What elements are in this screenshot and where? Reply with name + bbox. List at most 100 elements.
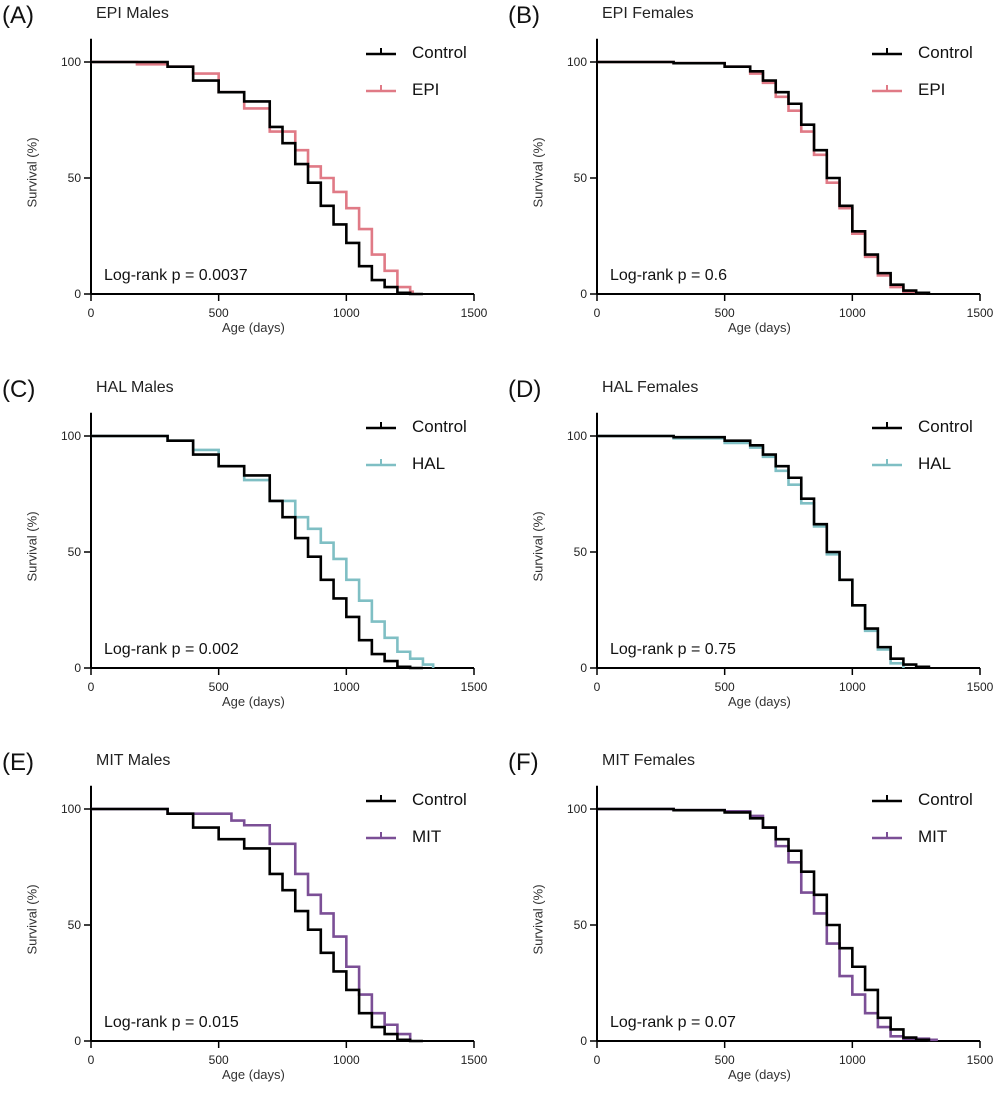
- survival-panel: 0 500 1000 1500 0 50 100 Control EPI (A) EPI Males…: [0, 0, 494, 370]
- y-tick-label: 50: [574, 545, 588, 559]
- panel-title: EPI Females: [602, 5, 694, 22]
- x-tick-label: 1000: [333, 680, 360, 694]
- y-axis-label: Survival (%): [530, 884, 546, 955]
- x-tick-label: 1000: [839, 1053, 866, 1067]
- y-axis-label: Survival (%): [24, 137, 40, 208]
- log-rank-annotation: Log-rank p = 0.6: [610, 267, 727, 284]
- y-tick-label: 0: [74, 1034, 81, 1048]
- x-tick-label: 0: [594, 1053, 601, 1067]
- y-tick-label: 0: [74, 661, 81, 675]
- y-axis-label: Survival (%): [530, 137, 546, 208]
- survival-panel: 0 500 1000 1500 0 50 100 Control HAL (C) HAL Males…: [0, 374, 494, 744]
- x-tick-label: 0: [594, 306, 601, 320]
- plot-area: 0 500 1000 1500 0 50 100: [567, 785, 994, 1067]
- panel-title: MIT Females: [602, 752, 696, 769]
- legend-label: MIT: [412, 827, 442, 846]
- x-tick-label: 1500: [967, 680, 994, 694]
- x-tick-label: 500: [715, 680, 735, 694]
- log-rank-annotation: Log-rank p = 0.07: [610, 1014, 736, 1031]
- panel-title: EPI Males: [96, 5, 169, 22]
- x-tick-label: 1000: [333, 306, 360, 320]
- survival-panel: 0 500 1000 1500 0 50 100 Control EPI (B) EPI Femal…: [506, 0, 1000, 370]
- y-tick-label: 0: [74, 287, 81, 301]
- x-tick-label: 1500: [967, 1053, 994, 1067]
- legend-label: MIT: [918, 827, 948, 846]
- panel-label: (C): [2, 376, 36, 403]
- series-line-control: [91, 60, 423, 296]
- panel-label: (A): [2, 2, 34, 29]
- legend-label: EPI: [918, 80, 946, 99]
- x-axis-label: Age (days): [222, 320, 285, 335]
- legend-label: Control: [412, 43, 467, 62]
- x-axis-label: Age (days): [728, 320, 791, 335]
- plot-area: 0 500 1000 1500 0 50 100: [567, 38, 994, 320]
- legend-label: HAL: [412, 454, 446, 473]
- legend-label: Control: [412, 417, 467, 436]
- y-tick-label: 0: [580, 1034, 587, 1048]
- x-axis-label: Age (days): [222, 694, 285, 709]
- legend-label: Control: [918, 43, 973, 62]
- y-tick-label: 100: [61, 429, 81, 443]
- x-tick-label: 1500: [461, 1053, 488, 1067]
- x-tick-label: 1500: [967, 306, 994, 320]
- legend-label: Control: [412, 790, 467, 809]
- x-tick-label: 500: [209, 1053, 229, 1067]
- x-axis-label: Age (days): [222, 1067, 285, 1082]
- x-tick-label: 0: [88, 1053, 95, 1067]
- series-line-control: [597, 60, 931, 295]
- log-rank-annotation: Log-rank p = 0.015: [104, 1014, 239, 1031]
- log-rank-annotation: Log-rank p = 0.75: [610, 641, 736, 658]
- series-line-epi: [91, 60, 415, 294]
- legend-label: EPI: [412, 80, 440, 99]
- x-axis-label: Age (days): [728, 1067, 791, 1082]
- panel-title: MIT Males: [96, 752, 171, 769]
- plot-area: 0 500 1000 1500 0 50 100: [567, 412, 994, 694]
- y-tick-label: 100: [567, 802, 587, 816]
- y-axis-label: Survival (%): [24, 884, 40, 955]
- y-tick-label: 50: [574, 918, 588, 932]
- x-tick-label: 1500: [461, 680, 488, 694]
- y-axis-label: Survival (%): [24, 511, 40, 582]
- plot-area: 0 500 1000 1500 0 50 100: [61, 785, 488, 1067]
- series-line-control: [597, 434, 931, 669]
- y-tick-label: 100: [567, 55, 587, 69]
- plot-area: 0 500 1000 1500 0 50 100: [61, 38, 488, 320]
- x-tick-label: 1000: [839, 306, 866, 320]
- series-line-hal: [597, 434, 905, 668]
- y-axis-label: Survival (%): [530, 511, 546, 582]
- legend-label: Control: [918, 790, 973, 809]
- series-line-mit: [91, 807, 412, 1041]
- panel-label: (B): [508, 2, 540, 29]
- y-tick-label: 50: [68, 171, 82, 185]
- log-rank-annotation: Log-rank p = 0.0037: [104, 267, 248, 284]
- series-line-hal: [91, 434, 435, 668]
- x-tick-label: 500: [715, 306, 735, 320]
- series-line-control: [597, 807, 931, 1042]
- y-tick-label: 0: [580, 661, 587, 675]
- plot-area: 0 500 1000 1500 0 50 100: [61, 412, 488, 694]
- x-tick-label: 500: [209, 680, 229, 694]
- legend-label: Control: [918, 417, 973, 436]
- y-tick-label: 100: [567, 429, 587, 443]
- x-tick-label: 500: [715, 1053, 735, 1067]
- panel-label: (E): [2, 749, 34, 776]
- series-line-control: [91, 807, 423, 1043]
- legend-label: HAL: [918, 454, 952, 473]
- x-axis-label: Age (days): [728, 694, 791, 709]
- y-tick-label: 50: [68, 545, 82, 559]
- x-tick-label: 1000: [333, 1053, 360, 1067]
- panel-title: HAL Females: [602, 379, 699, 396]
- panel-label: (F): [508, 749, 539, 776]
- y-tick-label: 50: [574, 171, 588, 185]
- x-tick-label: 1000: [839, 680, 866, 694]
- series-line-control: [91, 434, 423, 670]
- series-line-mit: [597, 807, 938, 1042]
- y-tick-label: 0: [580, 287, 587, 301]
- panel-label: (D): [508, 376, 542, 403]
- y-tick-label: 100: [61, 55, 81, 69]
- y-tick-label: 50: [68, 918, 82, 932]
- x-tick-label: 0: [594, 680, 601, 694]
- x-tick-label: 0: [88, 680, 95, 694]
- y-tick-label: 100: [61, 802, 81, 816]
- x-tick-label: 500: [209, 306, 229, 320]
